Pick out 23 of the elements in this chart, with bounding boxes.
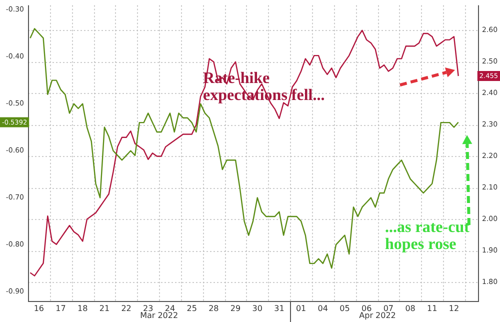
text: Apr 2022 xyxy=(359,311,396,320)
text: Mar 2022 xyxy=(140,311,178,320)
annotation: ...as rate-cut hopes rose xyxy=(385,219,470,253)
x-tick-label: 30 xyxy=(252,304,262,313)
x-tick-label: 22 xyxy=(121,304,132,313)
x-tick-label: 04 xyxy=(318,304,328,313)
x-tick-label: 21 xyxy=(99,304,110,313)
x-tick-label: 07 xyxy=(383,304,394,313)
x-tick-label: 17 xyxy=(56,304,66,313)
x-tick-label: 11 xyxy=(427,304,438,313)
x-tick-label: 08 xyxy=(405,304,416,313)
x-tick-label: 29 xyxy=(230,304,241,313)
x-tick-label: 28 xyxy=(208,304,219,313)
x-tick-label: 12 xyxy=(448,304,460,313)
x-tick-label: 23 xyxy=(143,304,154,313)
x-tick-label: 05 xyxy=(340,304,350,313)
x-tick-label: 16 xyxy=(34,304,44,313)
x-tick-label: 01 xyxy=(296,304,306,313)
x-tick-label: 18 xyxy=(78,304,88,313)
x-tick-label: 25 xyxy=(186,304,197,313)
x-tick-label: 24 xyxy=(164,304,176,313)
x-tick-label: 31 xyxy=(274,304,284,313)
x-tick-label: 06 xyxy=(362,304,372,313)
